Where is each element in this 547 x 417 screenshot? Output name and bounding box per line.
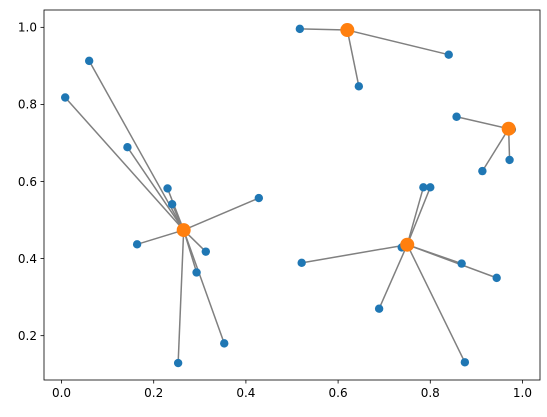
plot-area: [44, 10, 540, 380]
y-tick-label: 0.2: [18, 329, 37, 343]
data-point: [254, 193, 264, 203]
link-line: [346, 29, 360, 87]
x-tick-label: 1.0: [513, 386, 532, 400]
x-tick-label: 0.2: [144, 386, 163, 400]
link-line: [406, 187, 431, 245]
data-point: [452, 112, 461, 121]
data-point: [460, 358, 470, 367]
x-axis: 0.0 0.2 0.4 0.6 0.8 1.0: [52, 380, 532, 400]
link-line: [183, 197, 260, 231]
data-point: [84, 56, 94, 66]
center-point: [340, 23, 355, 38]
link-line: [299, 28, 348, 31]
x-tick-label: 0.6: [329, 386, 348, 400]
data-point: [457, 259, 466, 268]
link-line: [378, 244, 408, 309]
link-line: [136, 229, 184, 246]
data-point: [163, 184, 172, 193]
y-tick-label: 0.8: [18, 98, 37, 112]
data-point: [419, 183, 428, 192]
data-point: [478, 166, 487, 176]
y-axis: 0.2 0.4 0.6 0.8 1.0: [18, 21, 44, 343]
data-point: [220, 339, 229, 348]
link-line: [406, 244, 497, 279]
y-tick-label: 0.4: [18, 252, 37, 266]
data-point: [61, 93, 70, 102]
data-point: [295, 24, 305, 34]
data-point: [192, 268, 201, 277]
link-line: [301, 243, 408, 264]
link-line: [481, 128, 510, 172]
data-point: [201, 247, 210, 256]
y-tick-label: 1.0: [18, 21, 37, 35]
center-point: [501, 121, 516, 136]
center-point: [400, 237, 415, 252]
link-line: [406, 244, 466, 363]
x-tick-label: 0.8: [421, 386, 440, 400]
data-point: [505, 155, 514, 165]
links-layer: [64, 28, 513, 364]
data-point: [167, 200, 177, 209]
center-point: [176, 223, 191, 238]
x-tick-label: 0.0: [52, 386, 71, 400]
link-line: [126, 146, 185, 231]
data-point: [444, 50, 453, 59]
link-line: [456, 116, 509, 130]
x-tick-label: 0.4: [236, 386, 255, 400]
y-tick-label: 0.6: [18, 175, 37, 189]
link-line: [347, 29, 449, 56]
link-line: [64, 96, 185, 231]
data-point: [426, 183, 435, 192]
data-point: [173, 358, 183, 368]
centers-layer: [176, 23, 516, 252]
data-point: [492, 273, 501, 283]
data-point: [374, 304, 384, 313]
link-line: [406, 187, 425, 245]
data-point: [297, 258, 306, 268]
link-line: [182, 229, 225, 344]
data-point: [123, 143, 132, 152]
link-line: [177, 230, 185, 364]
plot-frame: [43, 9, 541, 381]
link-line: [88, 60, 185, 231]
data-point: [354, 82, 364, 91]
data-point: [132, 240, 142, 249]
